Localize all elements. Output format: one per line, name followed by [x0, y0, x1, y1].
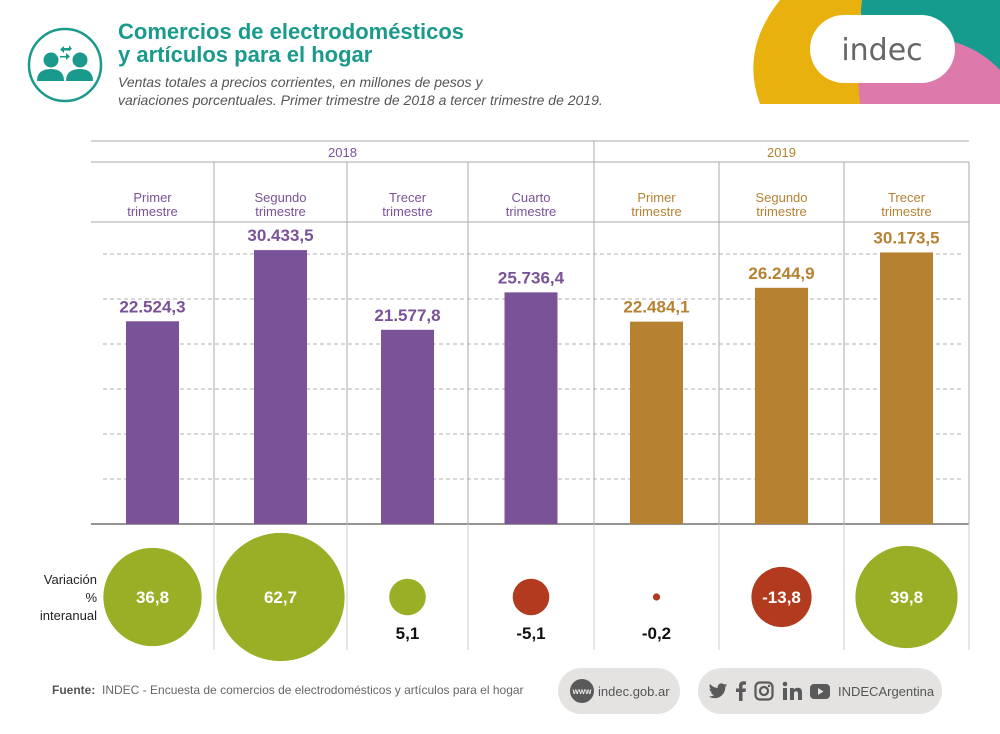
category-label: trimestre	[756, 204, 807, 219]
variation-value-label: 39,8	[890, 588, 923, 607]
variation-label-line-2: %	[85, 590, 97, 605]
bar-value-label: 30.433,5	[247, 226, 313, 245]
linkedin-icon[interactable]	[782, 681, 802, 701]
indec-logo: indec	[753, 0, 1000, 104]
logo-pill	[810, 15, 955, 83]
category-label: trimestre	[127, 204, 178, 219]
category-label: Trecer	[888, 190, 926, 205]
variation-bubble	[751, 566, 812, 628]
bar	[504, 292, 558, 524]
category-label: trimestre	[506, 204, 557, 219]
social-handle[interactable]: INDECArgentina	[838, 683, 935, 699]
bar	[381, 329, 434, 524]
bar-value-label: 30.173,5	[873, 228, 939, 247]
bar	[630, 321, 683, 524]
variation-value-label: -5,1	[516, 624, 545, 643]
category-label: trimestre	[881, 204, 932, 219]
facebook-icon[interactable]	[736, 681, 746, 701]
variation-value-label: 36,8	[136, 588, 169, 607]
variation-bubble	[512, 578, 550, 616]
title-line-1: Comercios de electrodomésticos	[118, 19, 465, 44]
website-link[interactable]: www indec.gob.ar	[558, 668, 680, 714]
year-label-2019: 2019	[767, 145, 796, 160]
category-label: Primer	[133, 190, 172, 205]
bar	[126, 321, 179, 524]
www-icon: www	[570, 679, 594, 703]
variation-value-label: 62,7	[264, 588, 297, 607]
category-label: Segundo	[755, 190, 807, 205]
bar-value-label: 26.244,9	[748, 264, 814, 283]
variation-value-label: -0,2	[642, 624, 671, 643]
bar-value-label: 22.524,3	[119, 297, 185, 316]
bar	[755, 287, 808, 524]
variation-bubble	[652, 593, 661, 601]
category-label: Cuarto	[511, 190, 550, 205]
source-label: Fuente:	[52, 683, 96, 697]
people-exchange-icon	[27, 27, 103, 103]
twitter-icon[interactable]	[708, 682, 728, 700]
source-text: INDEC - Encuesta de comercios de electro…	[102, 683, 524, 697]
subtitle-line-2: variaciones porcentuales. Primer trimest…	[118, 92, 603, 108]
variation-bubble	[216, 532, 345, 662]
bar-value-label: 22.484,1	[623, 298, 689, 317]
variation-bubble	[389, 578, 426, 616]
bar-value-label: 21.577,8	[374, 306, 440, 325]
website-text: indec.gob.ar	[598, 683, 670, 699]
category-label: Trecer	[389, 190, 427, 205]
social-links: INDECArgentina	[698, 668, 942, 714]
logo-text: indec	[841, 33, 922, 68]
subtitle: Ventas totales a precios corrientes, en …	[118, 73, 603, 109]
year-label-2018: 2018	[328, 145, 357, 160]
variation-value-label: -13,8	[762, 588, 801, 607]
category-label: trimestre	[255, 204, 306, 219]
bar	[254, 250, 307, 524]
source-note: Fuente: INDEC - Encuesta de comercios de…	[52, 683, 524, 697]
title-line-2: y artículos para el hogar	[118, 42, 373, 67]
variation-label-line-1: Variación	[44, 572, 97, 587]
category-label: trimestre	[631, 204, 682, 219]
variation-bubble	[855, 545, 958, 649]
bar-value-label: 25.736,4	[498, 268, 565, 287]
variation-label-line-3: interanual	[40, 608, 97, 623]
instagram-icon[interactable]	[754, 681, 774, 701]
page-title: Comercios de electrodomésticos y artícul…	[118, 20, 464, 66]
category-label: Segundo	[254, 190, 306, 205]
bar	[880, 252, 933, 524]
variation-value-label: 5,1	[396, 624, 420, 643]
category-label: trimestre	[382, 204, 433, 219]
youtube-icon[interactable]	[810, 683, 830, 699]
category-label: Primer	[637, 190, 676, 205]
subtitle-line-1: Ventas totales a precios corrientes, en …	[118, 74, 483, 90]
variation-bubble	[103, 547, 202, 647]
